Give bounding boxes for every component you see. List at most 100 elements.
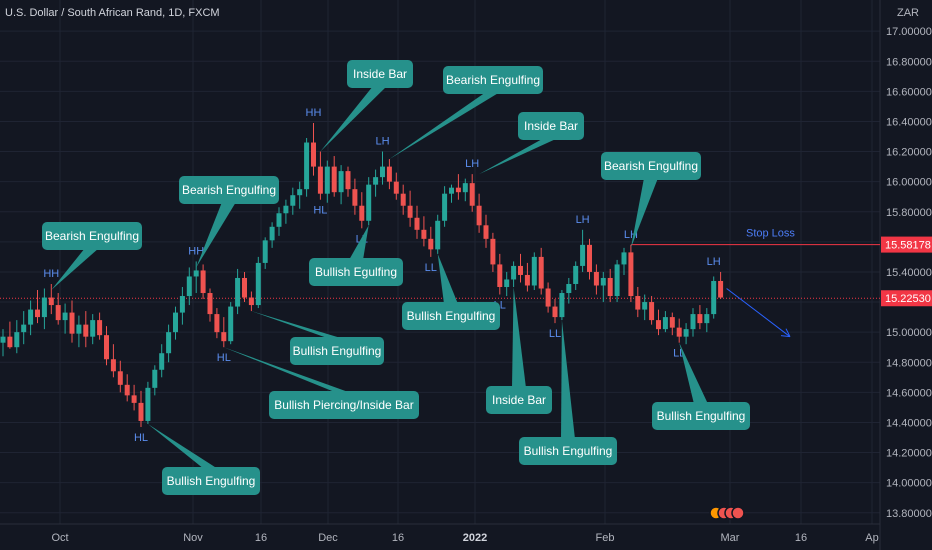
x-tick-label: 2022 [463, 532, 487, 544]
candle-body [262, 240, 268, 263]
callout-label: Bullish Engulfing [657, 409, 746, 423]
candle-body [587, 244, 592, 272]
y-tick-label: 16.40000 [886, 116, 932, 128]
candle-body [255, 262, 261, 306]
callout-box [179, 176, 279, 204]
candle-body [380, 166, 385, 178]
callout-pointer [320, 86, 387, 152]
candle-body [338, 171, 344, 193]
candle-body [718, 280, 724, 298]
candle-body [235, 277, 241, 307]
candle-body [538, 256, 544, 289]
projection-arrowhead [780, 328, 791, 338]
callout-pointer [630, 178, 658, 248]
candle-body [28, 309, 34, 325]
callout-pointer [437, 253, 458, 304]
callout-box [518, 112, 584, 140]
candle-body [683, 329, 689, 337]
swing-label: LH [576, 214, 590, 226]
candle-body [649, 302, 655, 321]
candle-body [524, 274, 530, 286]
callout-pointer [679, 342, 708, 404]
candle-body [21, 324, 27, 333]
candle-body [214, 314, 220, 333]
candle-body [117, 371, 123, 385]
swing-label: LL [425, 262, 437, 274]
candle-body [531, 256, 537, 286]
candle-body [173, 312, 178, 333]
callout-pointer [223, 347, 351, 393]
swing-label: HH [188, 245, 204, 257]
candle-body [145, 387, 151, 421]
callout-pointer [512, 287, 526, 388]
candle-body [676, 327, 682, 337]
swing-label: HL [313, 205, 327, 217]
callout-box [162, 467, 260, 495]
candle-body [366, 184, 372, 221]
y-tick-label: 15.00000 [886, 327, 932, 339]
candle-body [614, 264, 620, 297]
candle-body [131, 395, 137, 403]
callout-pointer [251, 311, 344, 339]
candle-body [193, 270, 199, 277]
x-tick-label: 16 [255, 532, 267, 544]
swing-label: LH [375, 136, 389, 148]
candle-body [490, 238, 496, 265]
price-axis-tag-label: 15.58178 [885, 240, 931, 252]
callout-label: Inside Bar [492, 393, 546, 407]
callout-box [42, 222, 142, 250]
callout-pointer [147, 423, 218, 469]
callout-box [601, 152, 701, 180]
candle-body [669, 317, 675, 328]
candle-body [462, 183, 468, 193]
candle-body [476, 205, 482, 226]
candle-body [248, 297, 254, 306]
candle-body [48, 297, 54, 306]
candle-body [138, 402, 144, 421]
candle-body [90, 320, 96, 337]
candle-body [593, 271, 599, 286]
candle-body [276, 213, 282, 227]
symbol-title: U.S. Dollar / South African Rand, 1D, FX… [5, 7, 220, 19]
candle-body [628, 252, 634, 297]
candle-body [656, 320, 661, 330]
candle-body [449, 187, 454, 194]
swing-label: HH [306, 107, 322, 119]
callout-box [290, 337, 384, 365]
candle-body [386, 166, 392, 182]
candle-body [152, 369, 158, 388]
callout-label: Bullish Egulfing [315, 265, 397, 279]
candle-body [435, 220, 441, 250]
callout-box [402, 302, 500, 330]
x-tick-label: 16 [795, 532, 807, 544]
candle-body [186, 276, 192, 297]
candle-body [421, 229, 427, 239]
candle-body [297, 189, 303, 196]
y-tick-label: 16.20000 [886, 147, 932, 159]
candle-body [428, 238, 434, 250]
candle-body [35, 309, 40, 318]
candle-body [179, 296, 185, 313]
candle-body [573, 265, 579, 284]
candle-body [0, 336, 6, 343]
price-axis-tag [881, 236, 932, 253]
y-tick-label: 17.00000 [886, 26, 932, 38]
candle-body [83, 324, 89, 337]
callout-label: Inside Bar [353, 67, 407, 81]
candle-body [62, 312, 68, 321]
callout-box [347, 60, 413, 88]
callout-box [486, 386, 552, 414]
candle-body [662, 317, 668, 330]
callout-pointer [349, 225, 369, 260]
price-axis-tag [881, 290, 932, 307]
candle-body [697, 314, 703, 324]
candle-body [104, 335, 109, 360]
x-tick-label: Dec [318, 532, 338, 544]
y-tick-label: 16.80000 [886, 56, 932, 68]
swing-label: LL [549, 328, 561, 340]
candle-body [442, 193, 448, 221]
y-tick-label: 15.40000 [886, 267, 932, 279]
candle-body [483, 225, 489, 239]
